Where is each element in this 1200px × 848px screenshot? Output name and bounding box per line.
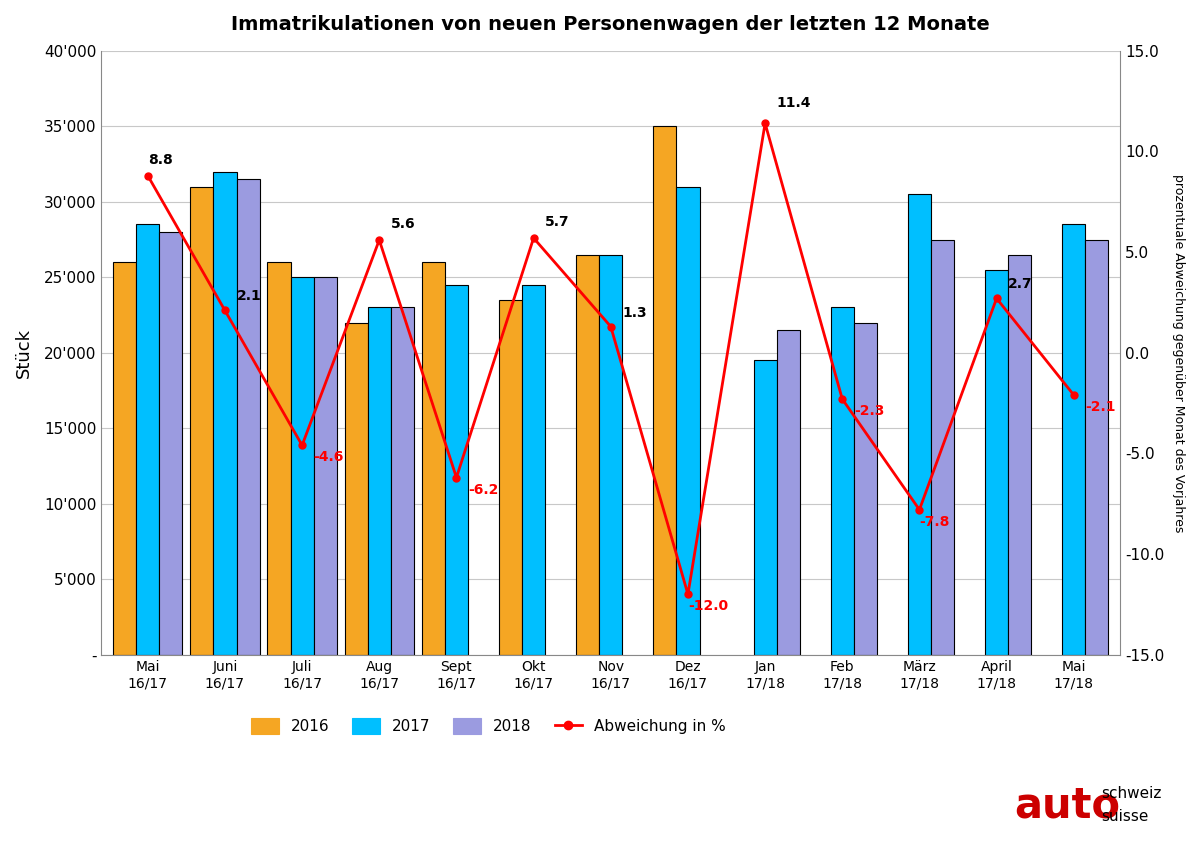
Bar bbox=[830, 308, 854, 655]
Bar bbox=[290, 277, 313, 655]
Bar bbox=[160, 232, 182, 655]
Text: 11.4: 11.4 bbox=[776, 96, 811, 110]
Bar bbox=[1008, 254, 1031, 655]
Text: 1.3: 1.3 bbox=[623, 305, 647, 320]
Text: 2.7: 2.7 bbox=[1008, 277, 1033, 292]
Bar bbox=[421, 262, 445, 655]
Bar bbox=[268, 262, 290, 655]
Bar bbox=[908, 194, 931, 655]
Bar bbox=[776, 330, 800, 655]
Bar bbox=[344, 322, 367, 655]
Bar bbox=[214, 171, 236, 655]
Bar bbox=[677, 187, 700, 655]
Text: -2.1: -2.1 bbox=[1085, 400, 1116, 414]
Bar bbox=[653, 126, 677, 655]
Bar bbox=[931, 239, 954, 655]
Text: -2.3: -2.3 bbox=[854, 404, 884, 418]
Text: schweiz: schweiz bbox=[1102, 786, 1162, 801]
Bar bbox=[1085, 239, 1109, 655]
Y-axis label: Stück: Stück bbox=[14, 327, 32, 377]
Bar bbox=[191, 187, 214, 655]
Bar bbox=[754, 360, 776, 655]
Text: 5.7: 5.7 bbox=[545, 215, 570, 229]
Bar bbox=[985, 270, 1008, 655]
Bar bbox=[499, 300, 522, 655]
Text: -12.0: -12.0 bbox=[688, 600, 728, 613]
Y-axis label: prozentuale Abweichung gegenüber Monat des Vorjahres: prozentuale Abweichung gegenüber Monat d… bbox=[1172, 174, 1186, 532]
Bar bbox=[522, 285, 545, 655]
Bar bbox=[1062, 225, 1085, 655]
Bar bbox=[313, 277, 337, 655]
Text: 2.1: 2.1 bbox=[236, 289, 262, 304]
Text: suisse: suisse bbox=[1102, 809, 1148, 824]
Bar bbox=[445, 285, 468, 655]
Bar bbox=[136, 225, 160, 655]
Bar bbox=[367, 308, 391, 655]
Text: -6.2: -6.2 bbox=[468, 483, 498, 497]
Bar bbox=[854, 322, 877, 655]
Bar bbox=[113, 262, 136, 655]
Text: -7.8: -7.8 bbox=[919, 515, 950, 529]
Bar bbox=[391, 308, 414, 655]
Text: 8.8: 8.8 bbox=[148, 153, 173, 166]
Text: auto: auto bbox=[1014, 784, 1120, 827]
Title: Immatrikulationen von neuen Personenwagen der letzten 12 Monate: Immatrikulationen von neuen Personenwage… bbox=[232, 15, 990, 34]
Text: 5.6: 5.6 bbox=[391, 217, 415, 231]
Bar bbox=[236, 179, 259, 655]
Legend: 2016, 2017, 2018, Abweichung in %: 2016, 2017, 2018, Abweichung in % bbox=[245, 712, 732, 740]
Bar bbox=[599, 254, 623, 655]
Bar bbox=[576, 254, 599, 655]
Text: -4.6: -4.6 bbox=[313, 450, 344, 465]
